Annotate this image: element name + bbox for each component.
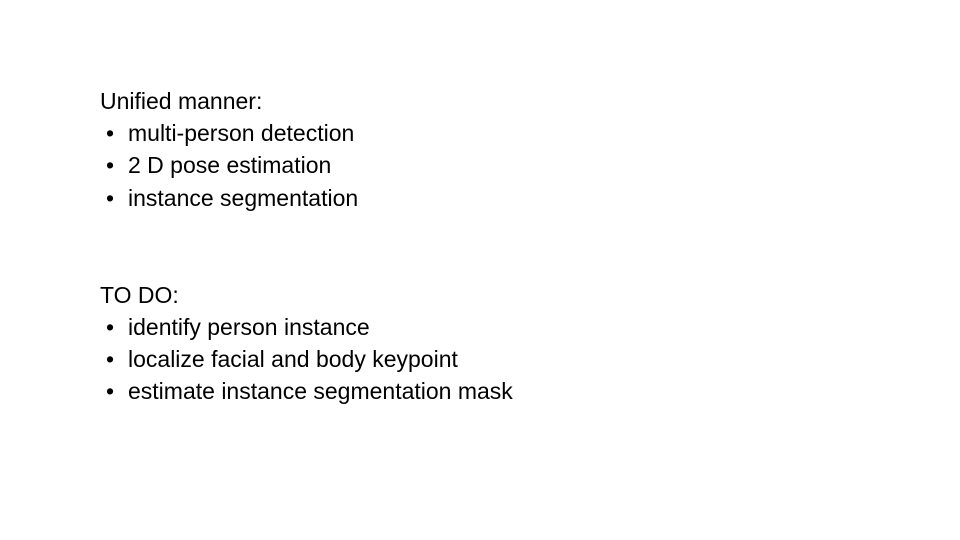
section-heading: TO DO:: [100, 279, 513, 311]
list-item: localize facial and body keypoint: [100, 343, 513, 375]
slide-content: Unified manner: multi-person detection 2…: [100, 85, 513, 473]
section-unified-manner: Unified manner: multi-person detection 2…: [100, 85, 513, 214]
bullet-list: identify person instance localize facial…: [100, 311, 513, 408]
section-heading: Unified manner:: [100, 85, 513, 117]
list-item: estimate instance segmentation mask: [100, 375, 513, 407]
section-to-do: TO DO: identify person instance localize…: [100, 279, 513, 408]
list-item: instance segmentation: [100, 182, 513, 214]
list-item: multi-person detection: [100, 117, 513, 149]
list-item: identify person instance: [100, 311, 513, 343]
list-item: 2 D pose estimation: [100, 149, 513, 181]
bullet-list: multi-person detection 2 D pose estimati…: [100, 117, 513, 214]
